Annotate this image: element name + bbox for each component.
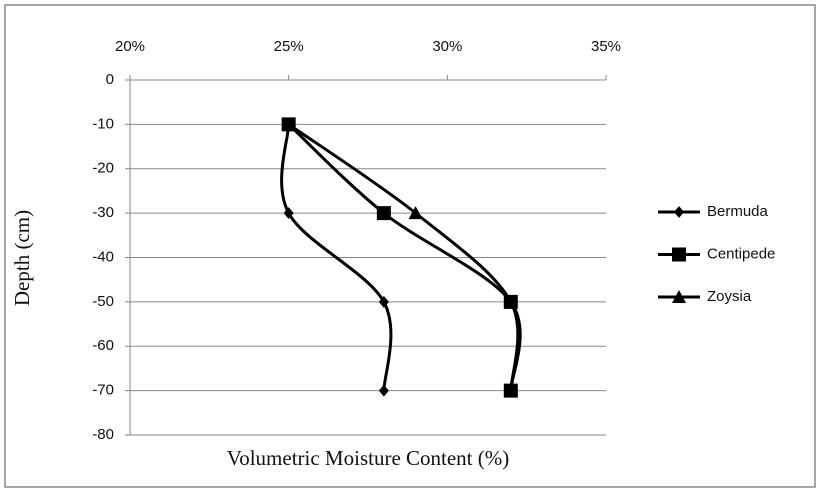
y-tick-label: -40 bbox=[92, 248, 114, 265]
y-tick-label: -60 bbox=[92, 337, 114, 354]
x-tick-label: 25% bbox=[274, 38, 304, 55]
y-tick-label: -10 bbox=[92, 115, 114, 132]
data-point bbox=[503, 383, 518, 397]
x-tick-label: 20% bbox=[115, 38, 145, 55]
legend-label: Bermuda bbox=[707, 203, 769, 220]
data-point bbox=[378, 295, 389, 308]
data-point bbox=[378, 384, 389, 397]
y-tick-label: -50 bbox=[92, 293, 114, 310]
x-axis-title: Volumetric Moisture Content (%) bbox=[227, 446, 510, 470]
legend-label: Zoysia bbox=[707, 288, 752, 305]
legend-label: Centipede bbox=[707, 245, 775, 262]
legend-marker bbox=[674, 206, 684, 218]
series-line bbox=[280, 124, 393, 391]
data-point bbox=[283, 207, 294, 220]
y-tick-label: -70 bbox=[92, 382, 114, 399]
data-point bbox=[503, 294, 518, 308]
y-axis-title: Depth (cm) bbox=[10, 210, 34, 306]
y-tick-label: -80 bbox=[92, 426, 114, 443]
x-tick-label: 30% bbox=[432, 38, 462, 55]
legend-marker bbox=[672, 247, 686, 262]
chart-frame bbox=[4, 4, 816, 488]
legend-marker bbox=[672, 290, 686, 303]
y-tick-label: -20 bbox=[92, 160, 114, 177]
data-point bbox=[281, 117, 296, 131]
y-tick-label: -30 bbox=[92, 204, 114, 221]
series-line bbox=[287, 123, 522, 391]
x-tick-label: 35% bbox=[591, 38, 621, 55]
series-line bbox=[287, 123, 520, 391]
data-point bbox=[408, 206, 423, 220]
data-point bbox=[376, 206, 391, 221]
y-tick-label: 0 bbox=[106, 71, 114, 88]
